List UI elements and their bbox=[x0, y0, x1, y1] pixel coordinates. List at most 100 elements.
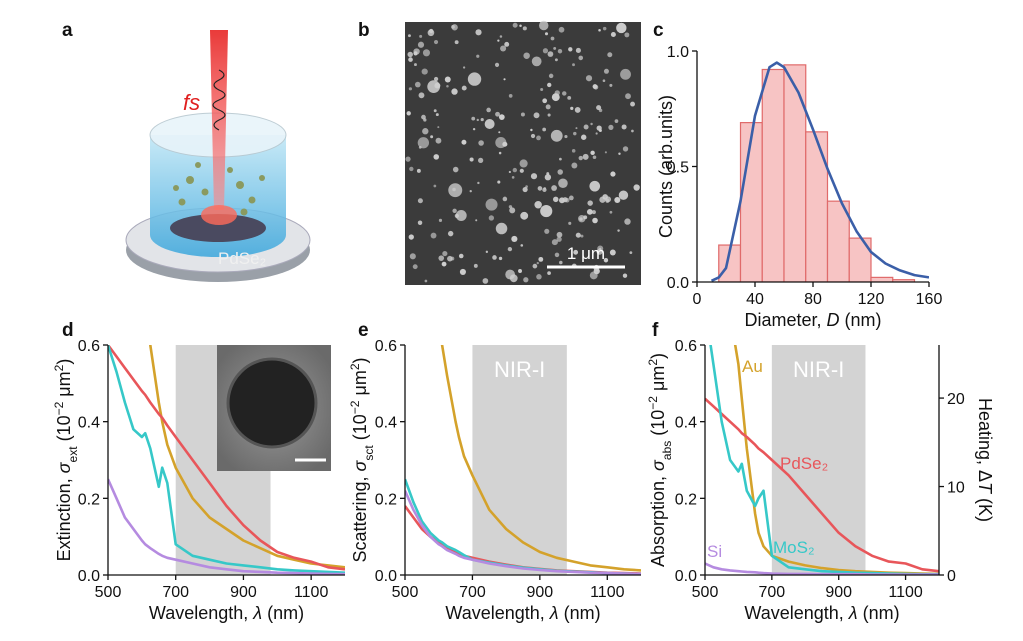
nanoparticle bbox=[417, 137, 430, 149]
series-line bbox=[148, 345, 345, 569]
nanoparticle bbox=[609, 210, 613, 214]
nanoparticle bbox=[559, 157, 562, 161]
nanoparticle bbox=[519, 24, 522, 28]
nanoparticle bbox=[495, 222, 508, 235]
plot-area bbox=[405, 345, 641, 575]
nanoparticle bbox=[472, 127, 476, 131]
nanoparticle bbox=[550, 36, 555, 41]
label-part: (10 bbox=[648, 410, 668, 441]
label-part: −2 bbox=[646, 396, 660, 410]
nanoparticle bbox=[452, 166, 459, 173]
nanoparticle bbox=[536, 261, 539, 265]
nanoparticle bbox=[614, 119, 619, 124]
nanoparticle bbox=[475, 219, 478, 222]
nanoparticle bbox=[447, 255, 453, 262]
nanoparticle bbox=[614, 196, 621, 204]
nanoparticle bbox=[609, 83, 613, 87]
series-line bbox=[108, 478, 345, 575]
nanoparticle bbox=[545, 104, 551, 110]
nanoparticle bbox=[461, 85, 467, 91]
nanoparticle bbox=[507, 246, 513, 252]
y2-axis-label: Heating, ΔT (K) bbox=[975, 398, 995, 522]
nanoparticle bbox=[504, 41, 510, 47]
nanoparticle bbox=[503, 78, 506, 81]
nanoparticle bbox=[480, 117, 484, 122]
label-part: (nm) bbox=[840, 310, 882, 330]
y-tick-label: 0.6 bbox=[375, 338, 397, 355]
nanoparticle bbox=[421, 68, 428, 75]
nanoparticle bbox=[532, 263, 538, 269]
nanoparticle bbox=[471, 116, 476, 121]
nanoparticle bbox=[568, 221, 572, 225]
nanoparticle bbox=[435, 113, 439, 117]
y-tick-label: 0.0 bbox=[675, 568, 697, 585]
nanoparticle bbox=[434, 82, 441, 89]
nanoparticle bbox=[595, 132, 598, 135]
nanoparticle bbox=[520, 244, 524, 247]
nanoparticle bbox=[422, 49, 431, 57]
nanoparticle bbox=[553, 196, 559, 203]
nanoparticle bbox=[629, 251, 633, 255]
nanoparticle bbox=[630, 101, 635, 107]
nanoparticle bbox=[568, 195, 574, 201]
label-part: Scattering, bbox=[350, 471, 370, 562]
nanoparticle bbox=[430, 232, 437, 239]
nanoparticle bbox=[558, 26, 565, 33]
y-axis-label: Scattering, σsct (10−2 μm2) bbox=[348, 357, 376, 562]
nanoparticle bbox=[500, 45, 507, 52]
panel-label: b bbox=[358, 20, 370, 41]
nanoparticle bbox=[522, 26, 527, 31]
x-tick-label: 1100 bbox=[888, 584, 923, 601]
label-part: ) bbox=[54, 359, 74, 365]
nanoparticle bbox=[557, 169, 563, 175]
series-line bbox=[405, 490, 641, 575]
nanoparticle bbox=[558, 178, 568, 189]
label-part: Wavelength, bbox=[149, 603, 253, 623]
nanoparticle bbox=[586, 208, 593, 215]
nanoparticle bbox=[622, 146, 629, 152]
nanoparticle bbox=[544, 174, 552, 181]
nanoparticle bbox=[409, 166, 414, 172]
series-line bbox=[108, 345, 345, 574]
label-part: μm bbox=[54, 371, 74, 401]
nanoparticle bbox=[602, 26, 607, 31]
nanoparticle bbox=[522, 186, 528, 193]
scale-bar-label: 1 μm bbox=[567, 244, 605, 263]
nanoparticle bbox=[405, 156, 411, 162]
fit-curve bbox=[710, 61, 929, 282]
nanoparticle bbox=[533, 112, 540, 119]
nanoparticle bbox=[492, 255, 497, 260]
nanoparticle bbox=[519, 159, 528, 168]
label-part: Heating, Δ bbox=[975, 398, 995, 482]
nanoparticle bbox=[495, 111, 500, 117]
label-part: D bbox=[827, 310, 840, 330]
nanoparticle bbox=[530, 133, 536, 139]
nanoparticle bbox=[508, 170, 511, 174]
nanoparticle bbox=[621, 124, 627, 130]
nanoparticle bbox=[542, 98, 548, 104]
nanoparticle bbox=[567, 95, 572, 100]
nanoparticle bbox=[498, 114, 505, 121]
bar bbox=[870, 276, 894, 282]
substrate-label: PdSe₂ bbox=[218, 249, 266, 268]
series-label: Au bbox=[742, 357, 763, 376]
y-tick-label: 0.6 bbox=[78, 338, 100, 355]
nanoparticle bbox=[523, 52, 530, 59]
panel-label: c bbox=[653, 20, 664, 41]
nanoparticle bbox=[583, 215, 588, 220]
nanoparticle bbox=[578, 155, 583, 161]
nanoparticle bbox=[610, 32, 616, 38]
plasma bbox=[201, 205, 237, 225]
nanoparticle bbox=[596, 268, 599, 272]
label-part: −2 bbox=[348, 400, 362, 414]
nanoparticle bbox=[537, 186, 543, 191]
y-axis-label: Counts (arb.units) bbox=[656, 95, 676, 238]
x-tick-label: 0 bbox=[693, 291, 702, 308]
nanoparticle bbox=[430, 135, 434, 139]
nanoparticle bbox=[572, 63, 575, 67]
nanoparticle bbox=[427, 29, 435, 37]
nanoparticle bbox=[497, 39, 500, 42]
nanoparticle bbox=[417, 198, 423, 204]
label-part: σ bbox=[54, 461, 74, 473]
nanoparticle bbox=[540, 87, 544, 91]
